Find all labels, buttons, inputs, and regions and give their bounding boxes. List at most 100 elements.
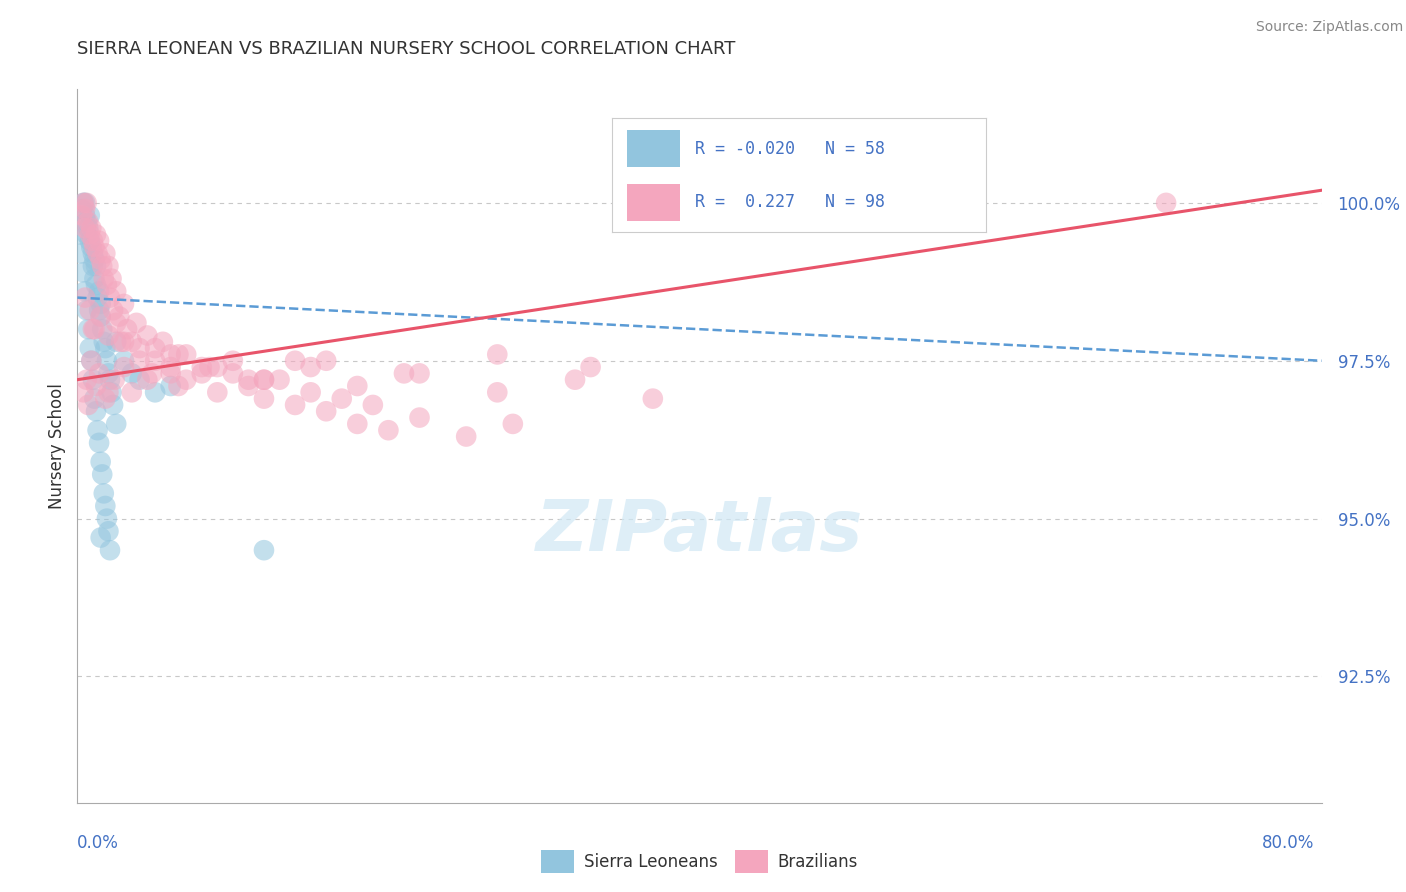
Point	[83, 271, 105, 285]
Point	[80, 353, 103, 368]
Point	[159, 347, 181, 361]
Point	[105, 417, 128, 431]
Point	[94, 392, 117, 406]
Point	[486, 347, 509, 361]
Point	[207, 360, 229, 375]
Text: 0.0%: 0.0%	[77, 834, 120, 852]
Point	[238, 379, 260, 393]
Point	[105, 285, 128, 299]
Point	[284, 398, 307, 412]
Point	[1154, 195, 1177, 210]
Text: ZIPatlas: ZIPatlas	[536, 497, 863, 566]
Point	[141, 367, 163, 381]
Point	[502, 417, 524, 431]
Point	[97, 367, 120, 381]
Point	[80, 353, 103, 368]
Point	[72, 385, 94, 400]
Point	[87, 234, 110, 248]
Point	[86, 423, 108, 437]
Point	[75, 195, 97, 210]
Point	[641, 392, 664, 406]
Point	[361, 398, 384, 412]
Point	[253, 543, 276, 558]
Point	[136, 328, 159, 343]
Point	[98, 373, 121, 387]
Point	[112, 360, 135, 375]
Point	[346, 417, 368, 431]
Point	[104, 373, 127, 387]
Point	[79, 227, 101, 242]
Point	[86, 291, 108, 305]
Point	[110, 334, 132, 349]
Point	[121, 334, 143, 349]
Point	[91, 259, 114, 273]
Point	[253, 373, 276, 387]
Text: 80.0%: 80.0%	[1263, 834, 1315, 852]
Point	[75, 285, 97, 299]
Point	[222, 353, 245, 368]
Point	[90, 310, 112, 324]
Point	[97, 385, 120, 400]
Point	[69, 227, 91, 242]
Point	[238, 373, 260, 387]
Point	[82, 246, 104, 260]
Point	[564, 373, 586, 387]
Point	[93, 271, 115, 285]
Point	[79, 234, 101, 248]
Point	[75, 291, 97, 305]
Point	[105, 316, 128, 330]
Point	[269, 373, 291, 387]
Point	[174, 347, 197, 361]
Point	[91, 467, 114, 482]
Point	[83, 240, 105, 254]
Point	[76, 227, 98, 242]
Point	[136, 373, 159, 387]
Point	[96, 511, 118, 525]
Point	[159, 379, 181, 393]
Point	[70, 246, 93, 260]
Point	[408, 410, 430, 425]
Point	[125, 316, 148, 330]
Point	[87, 367, 110, 381]
Text: R = -0.020   N = 58: R = -0.020 N = 58	[695, 139, 884, 158]
Point	[128, 373, 150, 387]
Text: Source: ZipAtlas.com: Source: ZipAtlas.com	[1256, 20, 1403, 34]
Point	[87, 285, 110, 299]
Point	[253, 373, 276, 387]
Bar	[627, 184, 679, 220]
Point	[70, 209, 93, 223]
Point	[579, 360, 602, 375]
Bar	[627, 130, 679, 167]
Point	[76, 195, 98, 210]
Point	[77, 221, 100, 235]
Point	[83, 392, 105, 406]
Point	[456, 429, 478, 443]
Point	[83, 322, 105, 336]
Point	[100, 385, 122, 400]
Point	[98, 291, 121, 305]
Point	[330, 392, 353, 406]
Point	[72, 195, 94, 210]
Point	[82, 234, 104, 248]
Point	[70, 202, 93, 217]
Point	[315, 404, 337, 418]
Point	[76, 215, 98, 229]
Point	[93, 486, 115, 500]
Point	[346, 379, 368, 393]
Point	[174, 373, 197, 387]
Point	[77, 398, 100, 412]
Point	[91, 322, 114, 336]
Point	[121, 367, 143, 381]
Point	[77, 215, 100, 229]
Point	[90, 252, 112, 267]
Point	[79, 341, 101, 355]
Point	[82, 322, 104, 336]
Point	[84, 277, 107, 292]
Point	[112, 297, 135, 311]
Point	[486, 385, 509, 400]
Point	[191, 367, 214, 381]
Point	[79, 303, 101, 318]
Point	[72, 195, 94, 210]
Point	[72, 265, 94, 279]
Point	[128, 353, 150, 368]
